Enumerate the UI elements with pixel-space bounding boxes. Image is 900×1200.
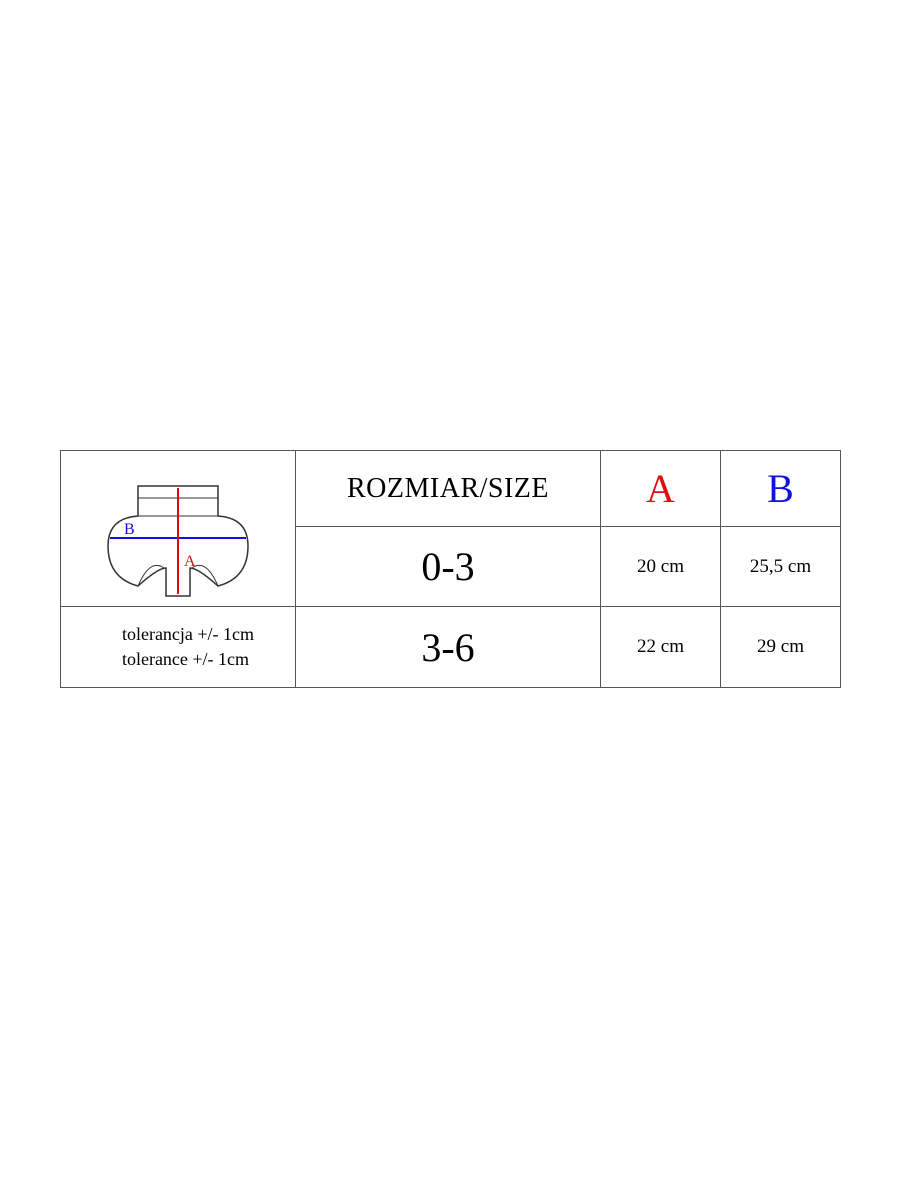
a-value: 22 cm [601,607,721,688]
size-value: 0-3 [296,527,601,607]
b-value: 25,5 cm [721,527,841,607]
garment-diagram: B A [98,468,258,598]
b-value: 29 cm [721,607,841,688]
tolerance-cell: tolerancja +/- 1cm tolerance +/- 1cm [61,607,296,688]
diagram-cell: B A [61,451,296,607]
size-value: 3-6 [296,607,601,688]
measure-a-label: A [184,553,196,570]
tolerance-line-1: tolerancja +/- 1cm [122,624,254,644]
a-value: 20 cm [601,527,721,607]
measure-b-label: B [124,521,135,538]
table-header-row: B A ROZMIAR/SIZE A B [61,451,841,527]
header-col-a: A [601,451,721,527]
table-row: tolerancja +/- 1cm tolerance +/- 1cm 3-6… [61,607,841,688]
header-col-b: B [721,451,841,527]
size-chart-table: B A ROZMIAR/SIZE A B 0-3 20 cm 25,5 cm t… [60,450,841,688]
tolerance-line-2: tolerance +/- 1cm [122,649,249,669]
size-chart-container: B A ROZMIAR/SIZE A B 0-3 20 cm 25,5 cm t… [60,450,840,688]
header-size: ROZMIAR/SIZE [296,451,601,527]
